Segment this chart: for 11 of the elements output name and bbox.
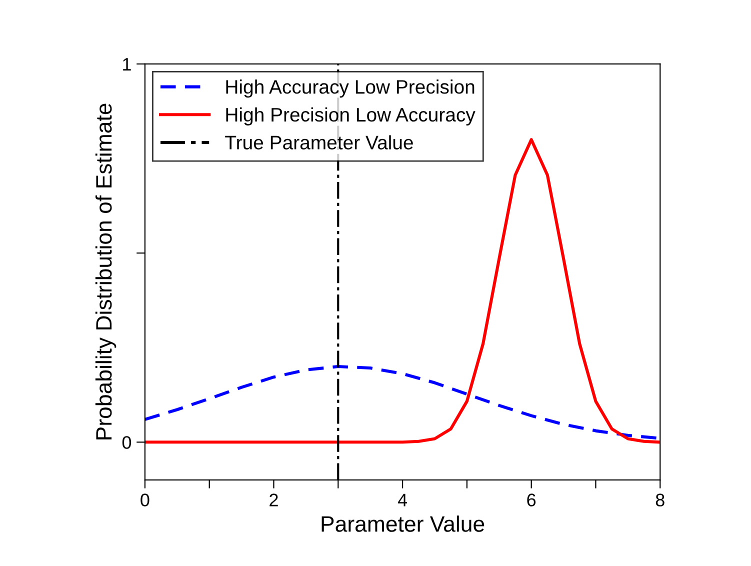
legend-label: High Accuracy Low Precision — [226, 80, 474, 98]
x-tick-label: 8 — [656, 494, 664, 506]
y-axis-title: Probability Distribution of Estimate — [95, 104, 116, 440]
x-tick-label: 6 — [527, 494, 536, 506]
x-tick-label: 4 — [398, 494, 408, 506]
legend-label: High Precision Low Accuracy — [226, 107, 476, 126]
x-tick-label: 0 — [140, 494, 150, 506]
y-tick-label: 1 — [123, 58, 131, 70]
x-axis-title: Parameter Value — [322, 516, 484, 532]
x-tick-label: 2 — [270, 494, 278, 506]
ref-line-label: True Parameter Value — [225, 135, 413, 150]
